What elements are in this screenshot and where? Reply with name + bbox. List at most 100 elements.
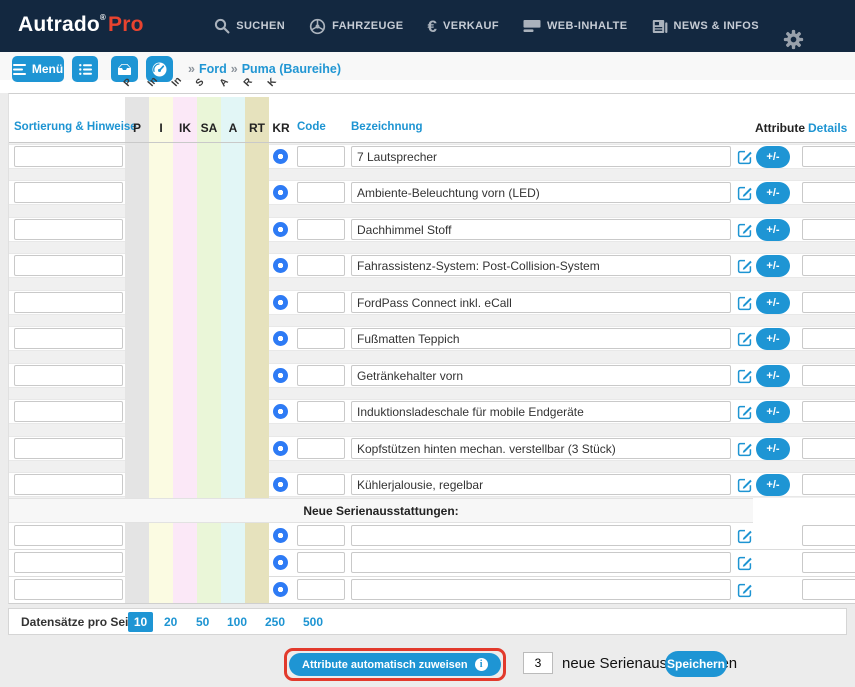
nav-item-suchen[interactable]: SUCHEN [214, 18, 285, 34]
attribute-plus-minus-button[interactable]: +/- [756, 401, 790, 423]
radio-KR[interactable] [273, 528, 288, 543]
bezeichnung-input[interactable] [351, 401, 731, 422]
details-input[interactable] [802, 255, 855, 276]
inbox-tray-button[interactable] [111, 56, 138, 82]
radio-KR[interactable] [273, 149, 288, 164]
code-input[interactable] [297, 401, 345, 422]
attribute-plus-minus-button[interactable]: +/- [756, 438, 790, 460]
page-size-option-250[interactable]: 250 [265, 615, 286, 629]
attribute-plus-minus-button[interactable]: +/- [756, 219, 790, 241]
list-view-button[interactable] [72, 56, 98, 82]
radio-KR[interactable] [273, 258, 288, 273]
details-input[interactable] [802, 474, 855, 495]
sort-hints-input[interactable] [14, 219, 123, 240]
bezeichnung-input[interactable] [351, 365, 731, 386]
edit-icon[interactable] [737, 441, 753, 457]
bezeichnung-input[interactable] [351, 182, 731, 203]
code-input[interactable] [297, 525, 345, 546]
code-input[interactable] [297, 255, 345, 276]
details-input[interactable] [802, 146, 855, 167]
save-button[interactable]: Speichern [665, 651, 727, 677]
bezeichnung-input[interactable] [351, 525, 731, 546]
bezeichnung-input[interactable] [351, 328, 731, 349]
attribute-plus-minus-button[interactable]: +/- [756, 292, 790, 314]
radio-KR[interactable] [273, 368, 288, 383]
details-input[interactable] [802, 401, 855, 422]
edit-icon[interactable] [737, 149, 753, 165]
sort-hints-input[interactable] [14, 328, 123, 349]
details-input[interactable] [802, 525, 855, 546]
sort-hints-input[interactable] [14, 552, 123, 573]
code-input[interactable] [297, 579, 345, 600]
nav-item-verkauf[interactable]: € VERKAUF [428, 18, 499, 35]
sort-hints-input[interactable] [14, 365, 123, 386]
code-input[interactable] [297, 328, 345, 349]
code-input[interactable] [297, 146, 345, 167]
attribute-plus-minus-button[interactable]: +/- [756, 474, 790, 496]
sort-hints-input[interactable] [14, 182, 123, 203]
edit-icon[interactable] [737, 404, 753, 420]
details-input[interactable] [802, 182, 855, 203]
code-input[interactable] [297, 474, 345, 495]
code-input[interactable] [297, 219, 345, 240]
details-input[interactable] [802, 365, 855, 386]
breadcrumb-item-puma[interactable]: Puma (Baureihe) [241, 62, 342, 76]
radio-KR[interactable] [273, 477, 288, 492]
sort-hints-input[interactable] [14, 525, 123, 546]
sort-hints-input[interactable] [14, 438, 123, 459]
header-sortierung-hinweise[interactable]: Sortierung & Hinweise [14, 121, 137, 133]
details-input[interactable] [802, 438, 855, 459]
radio-KR[interactable] [273, 555, 288, 570]
details-input[interactable] [802, 552, 855, 573]
sort-hints-input[interactable] [14, 146, 123, 167]
nav-item-web-inhalte[interactable]: WEB-INHALTE [523, 19, 628, 33]
details-input[interactable] [802, 219, 855, 240]
edit-icon[interactable] [737, 258, 753, 274]
details-input[interactable] [802, 579, 855, 600]
bezeichnung-input[interactable] [351, 219, 731, 240]
sort-hints-input[interactable] [14, 474, 123, 495]
settings-gear-icon[interactable] [783, 29, 804, 50]
radio-KR[interactable] [273, 295, 288, 310]
radio-KR[interactable] [273, 404, 288, 419]
bezeichnung-input[interactable] [351, 552, 731, 573]
attribute-plus-minus-button[interactable]: +/- [756, 365, 790, 387]
bezeichnung-input[interactable] [351, 292, 731, 313]
breadcrumb-item-ford[interactable]: Ford [198, 62, 227, 76]
nav-item-news-infos[interactable]: NEWS & INFOS [652, 19, 759, 34]
edit-icon[interactable] [737, 368, 753, 384]
radio-KR[interactable] [273, 331, 288, 346]
edit-icon[interactable] [737, 295, 753, 311]
bezeichnung-input[interactable] [351, 146, 731, 167]
bezeichnung-input[interactable] [351, 255, 731, 276]
radio-KR[interactable] [273, 222, 288, 237]
sort-hints-input[interactable] [14, 401, 123, 422]
edit-icon[interactable] [737, 185, 753, 201]
edit-icon[interactable] [737, 331, 753, 347]
sort-hints-input[interactable] [14, 579, 123, 600]
header-code[interactable]: Code [297, 121, 326, 133]
attribute-plus-minus-button[interactable]: +/- [756, 182, 790, 204]
radio-KR[interactable] [273, 582, 288, 597]
header-details[interactable]: Details [808, 121, 848, 135]
code-input[interactable] [297, 438, 345, 459]
edit-icon[interactable] [737, 528, 753, 544]
sort-hints-input[interactable] [14, 292, 123, 313]
assign-attributes-button[interactable]: Attribute automatisch zuweisen i [289, 653, 501, 676]
sort-hints-input[interactable] [14, 255, 123, 276]
details-input[interactable] [802, 328, 855, 349]
code-input[interactable] [297, 182, 345, 203]
code-input[interactable] [297, 552, 345, 573]
code-input[interactable] [297, 365, 345, 386]
header-bezeichnung[interactable]: Bezeichnung [351, 121, 423, 133]
new-rows-count-input[interactable] [523, 652, 553, 674]
details-input[interactable] [802, 292, 855, 313]
nav-item-fahrzeuge[interactable]: FAHRZEUGE [309, 18, 403, 35]
page-size-option-50[interactable]: 50 [196, 615, 210, 629]
page-size-option-20[interactable]: 20 [164, 615, 178, 629]
menu-button[interactable]: Menü [12, 56, 64, 82]
page-size-option-500[interactable]: 500 [303, 615, 324, 629]
radio-KR[interactable] [273, 185, 288, 200]
bezeichnung-input[interactable] [351, 438, 731, 459]
page-size-option-100[interactable]: 100 [227, 615, 248, 629]
